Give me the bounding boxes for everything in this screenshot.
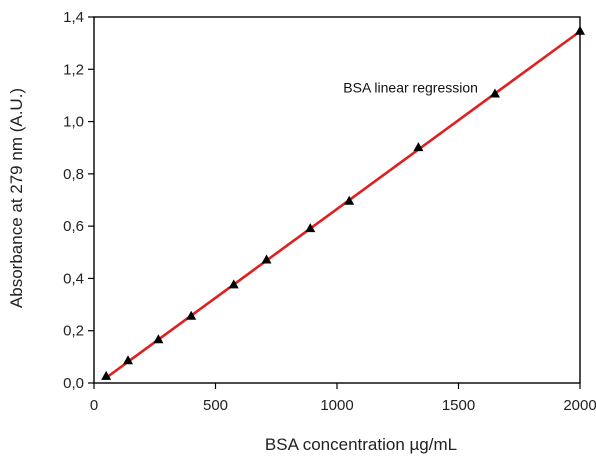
y-tick-label: 1,2 xyxy=(63,61,84,78)
data-point xyxy=(123,355,134,365)
data-point xyxy=(186,310,197,320)
x-tick-label: 2000 xyxy=(563,397,596,414)
data-point xyxy=(101,370,112,380)
y-tick-label: 1,0 xyxy=(63,114,84,131)
y-tick-label: 0,0 xyxy=(63,375,84,392)
data-point xyxy=(261,254,272,264)
x-axis-title: BSA concentration µg/mL xyxy=(265,435,457,454)
data-points-layer xyxy=(101,25,585,380)
y-tick-label: 1,4 xyxy=(63,9,84,26)
data-point xyxy=(489,88,500,98)
data-point xyxy=(575,25,585,35)
regression-line-layer xyxy=(104,30,582,380)
y-tick-label: 0,6 xyxy=(63,218,84,235)
x-tick-label: 500 xyxy=(203,397,228,414)
data-point xyxy=(344,195,355,205)
y-tick-label: 0,8 xyxy=(63,166,84,183)
x-axis: 0 500 1000 1500 2000 xyxy=(90,383,596,414)
x-tick-label: 0 xyxy=(90,397,98,414)
plot-border xyxy=(93,16,581,384)
x-tick-label: 1500 xyxy=(442,397,475,414)
y-tick-label: 0,2 xyxy=(63,323,84,340)
regression-line xyxy=(104,30,582,380)
y-axis-title: Absorbance at 279 nm (A.U.) xyxy=(7,88,26,308)
annotations-layer: BSA linear regression xyxy=(343,80,478,96)
x-tick-label: 1000 xyxy=(320,397,353,414)
data-point xyxy=(153,334,164,344)
data-point xyxy=(305,223,316,233)
data-point xyxy=(228,279,239,289)
y-tick-label: 0,4 xyxy=(63,270,84,287)
data-point xyxy=(413,142,424,152)
annotation-label: BSA linear regression xyxy=(343,80,478,96)
y-axis: 0,0 0,2 0,4 0,6 0,8 1,0 1,2 1,4 xyxy=(63,9,94,392)
plot-frame xyxy=(93,16,581,384)
